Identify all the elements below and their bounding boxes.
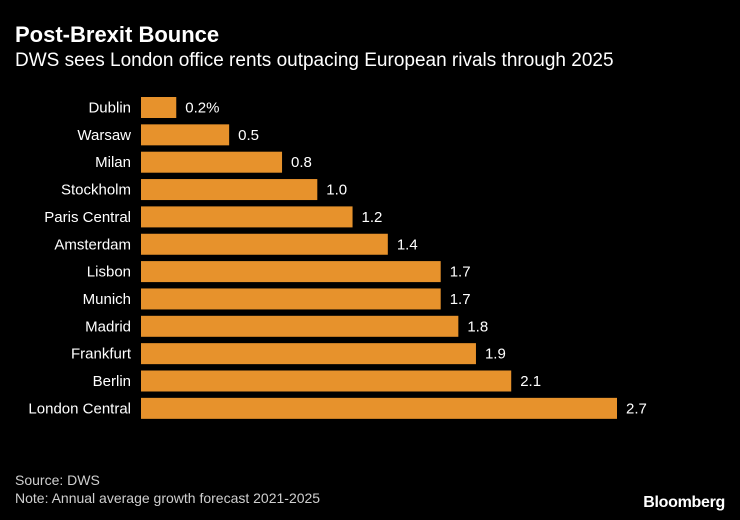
category-label-lisbon: Lisbon <box>87 264 131 281</box>
bar-munich <box>141 288 441 310</box>
category-label-london-central: London Central <box>28 400 131 417</box>
bar-stockholm <box>141 179 318 201</box>
value-label-stockholm: 1.0 <box>326 182 347 199</box>
value-label-lisbon: 1.7 <box>450 264 471 281</box>
value-label-amsterdam: 1.4 <box>397 236 418 253</box>
bar-berlin <box>141 370 512 392</box>
bar-milan <box>141 151 283 173</box>
category-label-frankfurt: Frankfurt <box>71 346 132 363</box>
chart-title: Post-Brexit Bounce <box>15 22 220 47</box>
category-label-munich: Munich <box>83 291 131 308</box>
category-label-milan: Milan <box>95 154 131 171</box>
bar-dublin <box>141 97 177 118</box>
value-label-london-central: 2.7 <box>626 400 647 417</box>
bar-london-central <box>141 397 617 419</box>
bar-madrid <box>141 315 459 337</box>
category-label-dublin: Dublin <box>88 100 131 117</box>
category-label-paris-central: Paris Central <box>44 209 131 226</box>
bar-amsterdam <box>141 233 388 255</box>
source-note: Source: DWS <box>15 472 100 488</box>
bloomberg-logo: Bloomberg <box>643 494 725 511</box>
bar-warsaw <box>141 124 230 146</box>
value-label-madrid: 1.8 <box>467 318 488 335</box>
category-label-amsterdam: Amsterdam <box>54 236 131 253</box>
category-label-warsaw: Warsaw <box>77 127 131 144</box>
value-label-dublin: 0.2% <box>185 100 219 117</box>
value-label-frankfurt: 1.9 <box>485 346 506 363</box>
chart-subtitle: DWS sees London office rents outpacing E… <box>15 50 614 71</box>
value-label-warsaw: 0.5 <box>238 127 259 144</box>
value-label-munich: 1.7 <box>450 291 471 308</box>
value-label-paris-central: 1.2 <box>362 209 383 226</box>
category-label-madrid: Madrid <box>85 318 131 335</box>
footnote: Note: Annual average growth forecast 202… <box>15 490 321 506</box>
value-label-milan: 0.8 <box>291 154 312 171</box>
bar-frankfurt <box>141 343 476 365</box>
value-label-berlin: 2.1 <box>520 373 541 390</box>
bar-lisbon <box>141 261 441 283</box>
bar-paris-central <box>141 206 353 228</box>
category-label-berlin: Berlin <box>93 373 131 390</box>
category-label-stockholm: Stockholm <box>61 182 131 199</box>
